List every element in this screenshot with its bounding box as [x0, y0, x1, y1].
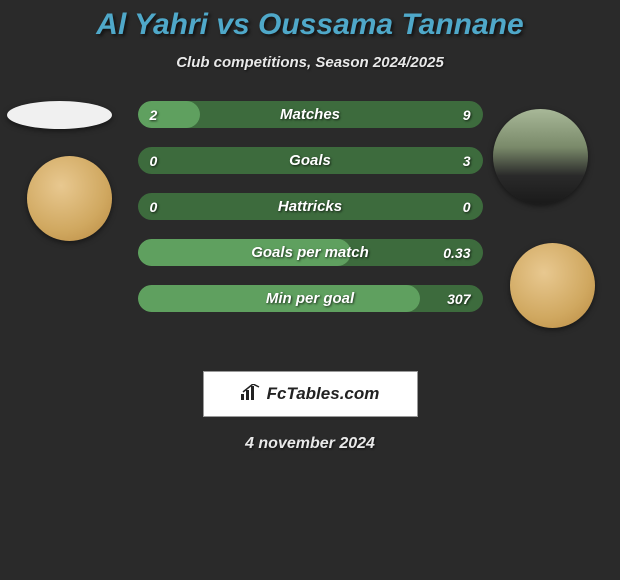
- infographic-container: Al Yahri vs Oussama Tannane Club competi…: [0, 0, 620, 453]
- stat-right-value: 0: [463, 199, 471, 215]
- stat-row: Goals per match 0.33: [138, 239, 483, 266]
- stat-label: Goals per match: [251, 244, 369, 261]
- stat-bars: 2 Matches 9 0 Goals 3 0 Hattricks 0 Goals per mat…: [138, 101, 483, 312]
- player2-photo-avatar: [493, 109, 588, 204]
- stat-label: Goals: [289, 152, 331, 169]
- stat-row: 0 Hattricks 0: [138, 193, 483, 220]
- stat-row: 0 Goals 3: [138, 147, 483, 174]
- source-logo: FcTables.com: [203, 371, 418, 417]
- stat-left-value: 0: [150, 199, 158, 215]
- stat-right-value: 9: [463, 107, 471, 123]
- season-subtitle: Club competitions, Season 2024/2025: [0, 54, 620, 71]
- stat-label: Min per goal: [266, 290, 354, 307]
- snapshot-date: 4 november 2024: [0, 435, 620, 453]
- logo-text: FcTables.com: [267, 384, 380, 404]
- player1-trophy-avatar: [27, 156, 112, 241]
- stat-label: Matches: [280, 106, 340, 123]
- stat-right-value: 307: [447, 291, 470, 307]
- stat-row: Min per goal 307: [138, 285, 483, 312]
- player1-flag: [7, 101, 112, 129]
- comparison-title: Al Yahri vs Oussama Tannane: [0, 8, 620, 42]
- player2-trophy-avatar: [510, 243, 595, 328]
- stat-right-value: 0.33: [443, 245, 470, 261]
- stat-bar-fill: [138, 101, 200, 128]
- stat-left-value: 0: [150, 153, 158, 169]
- stat-label: Hattricks: [278, 198, 342, 215]
- stat-right-value: 3: [463, 153, 471, 169]
- stat-left-value: 2: [150, 107, 158, 123]
- stats-area: 2 Matches 9 0 Goals 3 0 Hattricks 0 Goals per mat…: [0, 101, 620, 361]
- chart-icon: [241, 384, 261, 405]
- stat-row: 2 Matches 9: [138, 101, 483, 128]
